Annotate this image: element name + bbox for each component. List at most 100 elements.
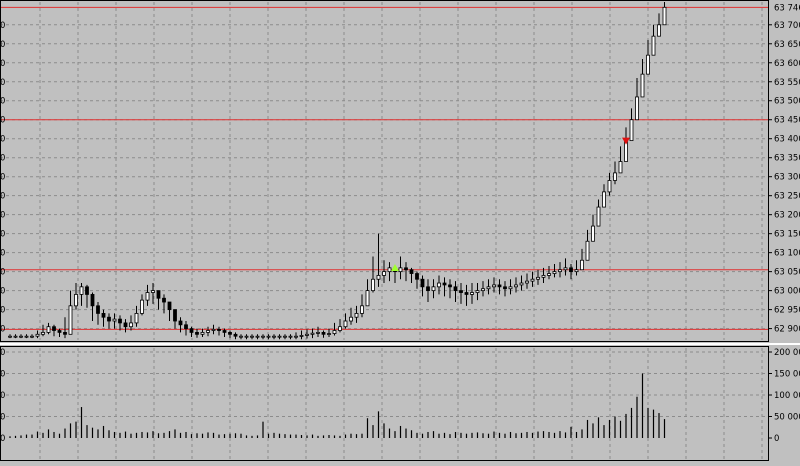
candle-body	[167, 301, 172, 311]
price-tick-label-left: 0	[0, 249, 5, 259]
candle-body	[299, 335, 304, 337]
candle-body	[288, 335, 293, 338]
candle-body	[563, 267, 568, 271]
candle-body	[404, 267, 408, 271]
candle-body	[376, 275, 381, 280]
candle-body	[41, 332, 45, 335]
volume-tick-label: 50 000	[774, 413, 800, 423]
current-price-box	[770, 1, 800, 13]
candle-body	[140, 299, 144, 314]
price-panel-background	[0, 0, 768, 342]
candle-body	[184, 324, 188, 330]
candle-body	[448, 284, 452, 288]
candle-body	[354, 313, 359, 318]
candle-body	[569, 267, 573, 273]
candle-body	[255, 335, 260, 338]
candle-body	[536, 276, 540, 280]
candle-body	[470, 292, 474, 295]
candle-body	[464, 292, 469, 295]
candlestick-series	[8, 2, 667, 340]
volume-panel: 200 000 0 150 000 0 100 000 0 50 000 0 0 0	[0, 346, 800, 460]
candle-body	[123, 322, 128, 328]
price-tick-label: 63 500	[774, 97, 800, 107]
volume-axis: 200 000 0 150 000 0 100 000 0 50 000 0 0 0	[0, 348, 800, 444]
volume-tick-label: 150 000	[774, 370, 800, 380]
candle-body	[24, 335, 29, 338]
candle-body	[13, 335, 18, 338]
candle-body	[613, 172, 617, 181]
candle-body	[420, 278, 425, 288]
price-tick-label-left: 0	[0, 40, 5, 50]
candle-body	[486, 286, 491, 290]
price-tick-label: 63 050	[774, 268, 800, 278]
candle-body	[90, 294, 95, 307]
price-tick-label: 63 650	[774, 40, 800, 50]
price-tick-label-left: 0	[0, 211, 5, 221]
price-tick-label: 62 900	[774, 325, 800, 335]
price-tick-label-left: 0	[0, 230, 5, 240]
candle-body	[552, 271, 557, 274]
price-tick-label: 63 700	[774, 21, 800, 31]
price-tick-label-left: 0	[0, 116, 5, 126]
buy-arrow-marker	[391, 263, 399, 271]
candle-body	[156, 290, 161, 299]
candle-body	[129, 322, 133, 328]
candle-body	[52, 326, 56, 331]
candle-body	[228, 332, 232, 335]
price-tick-label-left: 0	[0, 173, 5, 183]
candle-body	[508, 286, 513, 290]
price-tick-label: 63 550	[774, 78, 800, 88]
volume-grid	[0, 348, 768, 460]
candle-body	[162, 297, 166, 303]
candle-body	[112, 318, 117, 322]
candle-body	[195, 332, 199, 335]
candle-body	[431, 286, 436, 292]
price-tick-label: 63 350	[774, 154, 800, 164]
volume-panel-border	[0, 346, 769, 461]
candle-body	[492, 284, 496, 288]
candle-body	[591, 225, 595, 242]
price-tick-label: 63 300	[774, 173, 800, 183]
candle-body	[618, 161, 623, 174]
candle-body	[398, 267, 403, 273]
candle-body	[629, 119, 634, 142]
candle-body	[173, 309, 177, 322]
candle-body	[602, 191, 606, 208]
price-panel-border	[0, 0, 769, 342]
candle-body	[453, 286, 458, 292]
candle-body	[272, 335, 276, 338]
candle-body	[200, 332, 205, 335]
candle-body	[651, 35, 656, 56]
price-tick-label: 63 150	[774, 230, 800, 240]
candle-body	[206, 330, 210, 333]
price-tick-label: 63 200	[774, 211, 800, 221]
price-panel: 62 900 0 62 950 0 63 000 0 63 050 0 63 100 0 63 15…	[0, 0, 800, 342]
candle-body	[360, 305, 364, 314]
price-tick-label-left: 0	[0, 192, 5, 202]
candle-body	[189, 328, 194, 333]
candle-body	[145, 292, 150, 301]
candle-body	[662, 6, 667, 26]
price-tick-label-left: 0	[0, 306, 5, 316]
candle-body	[365, 290, 370, 307]
candle-body	[261, 335, 265, 338]
candle-body	[46, 326, 51, 333]
candle-body	[217, 328, 221, 331]
candle-body	[30, 335, 34, 338]
candle-body	[283, 335, 287, 338]
candle-body	[585, 240, 590, 261]
price-tick-label-left: 0	[0, 268, 5, 278]
candle-body	[437, 282, 441, 288]
candle-body	[349, 316, 353, 322]
trade-markers	[391, 137, 630, 271]
volume-tick-label-left: 0	[0, 391, 5, 401]
candle-body	[107, 316, 111, 322]
candle-body	[266, 335, 271, 338]
volume-tick-label-left: 0	[0, 348, 5, 358]
current-price-label: 63 746	[774, 3, 800, 13]
price-tick-label: 63 600	[774, 59, 800, 69]
candle-body	[96, 305, 100, 314]
candle-body	[250, 335, 254, 338]
